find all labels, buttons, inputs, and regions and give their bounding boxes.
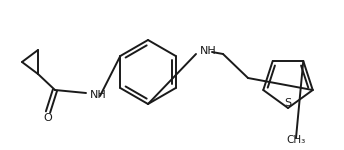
Text: S: S [284,98,292,108]
Text: NH: NH [90,90,107,100]
Text: O: O [44,113,52,123]
Text: CH₃: CH₃ [286,135,305,145]
Text: NH: NH [200,46,217,56]
